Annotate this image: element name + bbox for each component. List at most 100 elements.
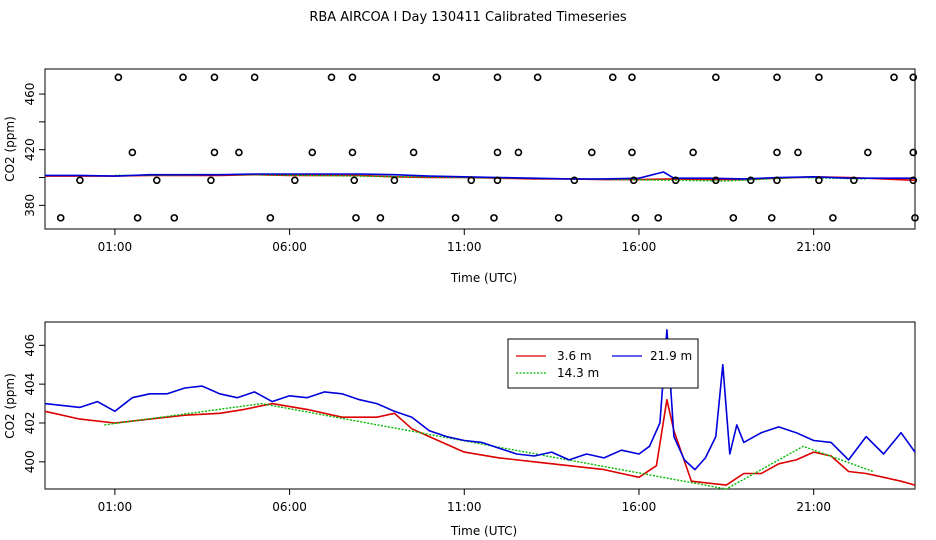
bottom-y-axis: 400 402 404 406 <box>23 334 45 473</box>
bottom-x-label: Time (UTC) <box>450 524 517 538</box>
calibration-point <box>631 214 640 222</box>
calibration-point <box>689 148 697 157</box>
calibration-point <box>746 176 755 185</box>
calibration-point <box>250 73 259 82</box>
calibration-point <box>153 176 161 185</box>
calibration-point <box>909 148 918 157</box>
calibration-point <box>291 176 299 185</box>
calibration-point <box>712 73 720 82</box>
legend: 3.6 m 21.9 m 14.3 m <box>507 338 699 389</box>
calibration-point <box>308 148 317 157</box>
calibration-point <box>210 73 219 82</box>
top-series <box>45 171 916 182</box>
calibration-point <box>628 73 636 82</box>
y-tick-label: 400 <box>23 450 37 473</box>
bottom-x-axis: 01:00 06:00 11:00 16:00 21:00 <box>98 489 831 514</box>
calibration-point <box>729 214 738 222</box>
top-calibration-points <box>56 73 919 222</box>
calibration-point <box>390 176 399 185</box>
legend-label-21-9m: 21.9 m <box>650 349 692 363</box>
bottom-y-label: CO2 (ppm) <box>3 373 17 439</box>
calibration-point <box>629 176 638 185</box>
calibration-point <box>911 214 919 222</box>
x-tick-label: 21:00 <box>796 240 831 254</box>
bottom-panel: 01:00 06:00 11:00 16:00 21:00 400 402 404 406 T… <box>3 321 916 538</box>
series-line-21-9-mm <box>45 171 915 180</box>
calibration-point <box>348 148 357 157</box>
x-tick-label: 16:00 <box>622 500 657 514</box>
calibration-point <box>794 148 802 157</box>
calibration-point <box>128 148 137 157</box>
x-tick-label: 16:00 <box>622 240 657 254</box>
x-tick-label: 11:00 <box>447 240 482 254</box>
legend-label-14-3m: 14.3 m <box>557 366 599 380</box>
y-tick-label: 404 <box>23 373 37 396</box>
calibration-point <box>432 73 441 82</box>
y-tick-label: 406 <box>23 334 37 357</box>
y-tick-label: 380 <box>23 194 37 217</box>
calibration-point <box>533 73 542 82</box>
series-line-21-9-mm <box>44 328 916 471</box>
bottom-plot-frame <box>44 321 916 490</box>
top-y-axis: 380 420 460 <box>23 83 45 217</box>
top-x-axis: 01:00 06:00 11:00 16:00 21:00 <box>98 229 831 254</box>
calibration-point <box>235 148 243 157</box>
chart-title: RBA AIRCOA I Day 130411 Calibrated Times… <box>309 10 627 25</box>
calibration-point <box>909 176 918 185</box>
calibration-point <box>554 214 563 222</box>
top-x-label: Time (UTC) <box>450 271 517 285</box>
calibration-point <box>493 176 502 185</box>
calibration-point <box>210 148 219 157</box>
top-panel: 01:00 06:00 11:00 16:00 21:00 380 420 460 Time… <box>3 68 919 285</box>
calibration-point <box>56 214 65 222</box>
calibration-point <box>514 148 523 157</box>
calibration-point <box>352 214 360 222</box>
x-tick-label: 21:00 <box>796 500 831 514</box>
calibration-point <box>712 176 720 185</box>
calibration-point <box>671 176 680 185</box>
calibration-point <box>909 73 918 82</box>
y-tick-label: 402 <box>23 412 37 435</box>
calibration-point <box>327 73 336 82</box>
legend-label-3-6m: 3.6 m <box>557 349 592 363</box>
series-line-3-6-mm <box>44 398 916 486</box>
calibration-point <box>207 176 215 185</box>
calibration-point <box>864 148 872 157</box>
top-y-label: CO2 (ppm) <box>3 116 17 182</box>
bottom-series <box>44 328 916 490</box>
calibration-point <box>570 176 579 185</box>
x-tick-label: 01:00 <box>98 500 133 514</box>
calibration-point <box>850 176 858 185</box>
series-line-14-3-mm <box>104 402 874 490</box>
calibration-point <box>493 73 502 82</box>
calibration-point <box>409 148 418 157</box>
calibration-point <box>890 73 898 82</box>
calibration-point <box>76 176 84 185</box>
x-tick-label: 01:00 <box>98 240 133 254</box>
x-tick-label: 06:00 <box>272 240 307 254</box>
calibration-point <box>467 176 476 185</box>
calibration-point <box>815 73 823 82</box>
y-tick-label: 420 <box>23 138 37 161</box>
calibration-point <box>114 73 123 82</box>
calibration-point <box>767 214 776 222</box>
x-tick-label: 11:00 <box>447 500 482 514</box>
calibration-point <box>133 214 142 222</box>
legend-box <box>507 338 699 389</box>
calibration-point <box>628 148 636 157</box>
calibration-point <box>829 214 837 222</box>
x-tick-label: 06:00 <box>272 500 307 514</box>
y-tick-label: 460 <box>23 83 37 106</box>
calibration-point <box>815 176 823 185</box>
calibration-point <box>451 214 460 222</box>
calibration-point <box>654 214 662 222</box>
calibration-point <box>773 73 781 82</box>
calibration-point <box>588 148 596 157</box>
calibration-point <box>493 148 502 157</box>
calibration-point <box>773 176 781 185</box>
top-plot-frame <box>44 68 916 230</box>
calibration-point <box>170 214 179 222</box>
calibration-point <box>490 214 498 222</box>
calibration-point <box>348 73 357 82</box>
